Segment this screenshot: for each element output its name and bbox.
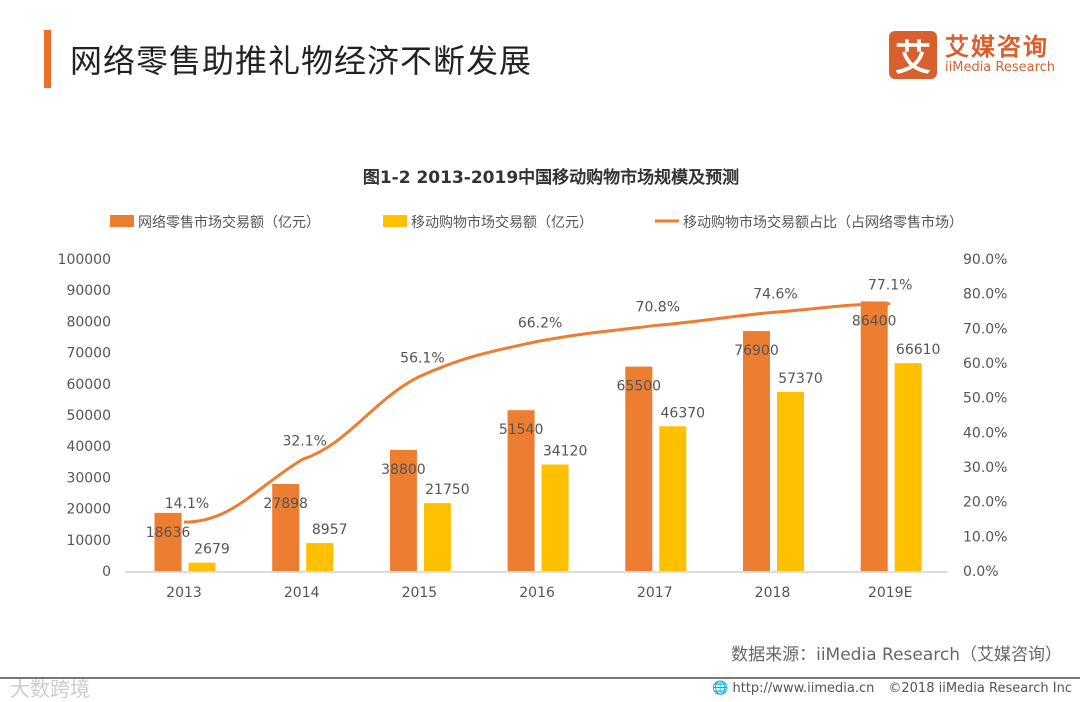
bar-data-label: 66610 — [896, 342, 941, 358]
website-url[interactable]: http://www.iimedia.cn — [732, 681, 875, 696]
right-axis-tick-label: 90.0% — [963, 252, 1007, 268]
right-axis-tick-label: 70.0% — [963, 321, 1007, 337]
x-axis-tick-label: 2013 — [166, 585, 202, 601]
logo-mark: 艾 — [889, 31, 937, 79]
right-axis-tick-label: 10.0% — [963, 529, 1007, 545]
bar-data-label: 18636 — [146, 525, 191, 541]
bar-online-2013 — [154, 512, 182, 571]
x-axis-tick-label: 2015 — [402, 585, 438, 601]
data-source: 数据来源：iiMedia Research（艾媒咨询） — [731, 645, 1062, 665]
right-axis-tick-label: 20.0% — [963, 495, 1007, 511]
line-data-label: 70.8% — [636, 300, 680, 316]
page-title: 网络零售助推礼物经济不断发展 — [70, 42, 533, 80]
right-axis-tick-label: 60.0% — [963, 356, 1007, 372]
line-data-label: 14.1% — [165, 496, 209, 512]
bar-mobile-2018 — [777, 392, 804, 571]
right-axis-tick-label: 40.0% — [963, 425, 1007, 441]
bar-data-label: 21750 — [425, 482, 470, 498]
left-axis-tick-label: 20000 — [66, 502, 111, 518]
chart-title: 图1-2 2013-2019中国移动购物市场规模及预测 — [363, 167, 739, 188]
logo-name-en: iiMedia Research — [945, 60, 1056, 75]
left-axis-tick-label: 100000 — [58, 252, 111, 268]
legend-label: 移动购物市场交易额占比（占网络零售市场） — [683, 214, 963, 231]
bar-data-label: 34120 — [543, 444, 588, 460]
bar-data-label: 8957 — [312, 522, 348, 538]
x-axis-tick-label: 2014 — [284, 585, 320, 601]
left-axis-tick-label: 10000 — [66, 533, 111, 549]
logo: 艾 艾媒咨询 iiMedia Research — [889, 31, 1055, 79]
watermark: 大数跨境 — [10, 677, 90, 701]
footer-divider — [0, 677, 1080, 679]
bar-online-2014 — [272, 483, 300, 571]
right-axis-tick-label: 80.0% — [963, 287, 1007, 303]
legend-label: 移动购物市场交易额（亿元） — [411, 214, 593, 231]
bar-data-label: 51540 — [499, 422, 544, 438]
legend-swatch — [383, 215, 407, 227]
legend-swatch — [110, 215, 134, 227]
left-axis-tick-label: 70000 — [66, 346, 111, 362]
bar-data-label: 76900 — [734, 343, 779, 359]
left-axis-tick-label: 40000 — [66, 439, 111, 455]
x-axis-tick-label: 2016 — [519, 585, 555, 601]
bar-data-label: 86400 — [852, 313, 897, 329]
bar-mobile-2019E — [894, 363, 922, 571]
x-axis-tick-label: 2017 — [637, 585, 673, 601]
bar-data-label: 65500 — [617, 379, 662, 395]
left-axis-tick-label: 50000 — [66, 408, 111, 424]
bar-mobile-2017 — [659, 426, 687, 571]
website-link[interactable]: 🌐 http://www.iimedia.cn — [712, 681, 875, 696]
line-share-series — [183, 302, 891, 524]
title-accent-bar — [44, 30, 51, 88]
bar-online-2015 — [389, 449, 417, 571]
x-axis-tick-label: 2018 — [755, 585, 791, 601]
right-axis-tick-label: 50.0% — [963, 391, 1007, 407]
bar-online-2016 — [507, 410, 535, 571]
right-axis-tick-label: 0.0% — [963, 564, 999, 580]
bar-mobile-2014 — [306, 543, 334, 571]
bar-mobile-2013 — [188, 562, 216, 571]
line-data-label: 66.2% — [518, 316, 562, 332]
legend-label: 网络零售市场交易额（亿元） — [138, 214, 320, 231]
bar-online-2017 — [625, 366, 653, 571]
x-axis-tick-label: 2019E — [868, 585, 912, 601]
bar-data-label: 38800 — [381, 462, 426, 478]
bar-online-2018 — [743, 331, 770, 571]
bar-online-2019E — [860, 301, 888, 571]
line-data-label: 77.1% — [868, 278, 912, 294]
logo-name-cn: 艾媒咨询 — [945, 33, 1049, 61]
line-data-label: 56.1% — [400, 351, 444, 367]
left-axis-tick-label: 80000 — [66, 314, 111, 330]
left-axis-tick-label: 30000 — [66, 470, 111, 486]
bar-data-label: 46370 — [661, 405, 706, 421]
left-axis-tick-label: 90000 — [66, 283, 111, 299]
left-axis-tick-label: 0 — [102, 564, 111, 580]
bar-mobile-2016 — [541, 464, 569, 571]
line-data-label: 74.6% — [753, 286, 797, 302]
left-axis-tick-label: 60000 — [66, 377, 111, 393]
line-data-label: 32.1% — [282, 434, 326, 450]
bar-data-label: 2679 — [194, 542, 230, 558]
bar-data-label: 57370 — [778, 371, 823, 387]
copyright: ©2018 iiMedia Research Inc — [888, 681, 1072, 696]
bar-data-label: 27898 — [263, 496, 308, 512]
right-axis-tick-label: 30.0% — [963, 460, 1007, 476]
bar-mobile-2015 — [423, 503, 451, 571]
